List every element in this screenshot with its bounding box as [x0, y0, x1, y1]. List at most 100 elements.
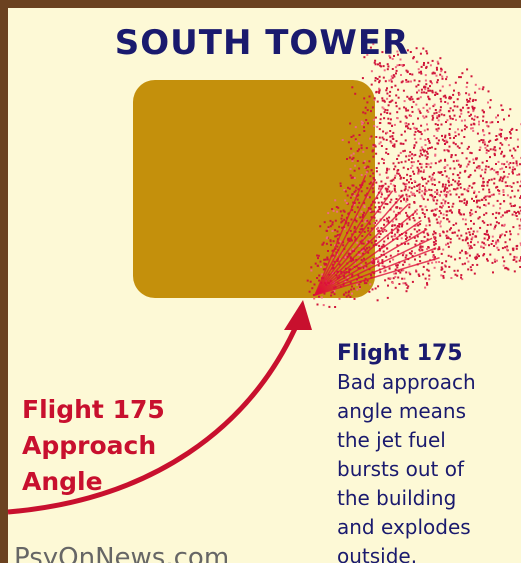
- spray-dot: [349, 168, 352, 170]
- spray-dot: [396, 231, 399, 234]
- spray-dot: [380, 196, 383, 198]
- spray-dot: [377, 162, 380, 165]
- spray-dot: [393, 224, 396, 227]
- spray-dot: [336, 210, 339, 213]
- spray-dot: [509, 185, 512, 187]
- spray-dot: [331, 263, 334, 266]
- spray-dot: [424, 277, 427, 280]
- spray-dot: [467, 145, 470, 148]
- spray-dot: [477, 241, 479, 244]
- spray-dot: [365, 282, 368, 285]
- spray-dot: [356, 288, 359, 291]
- spray-dot: [448, 134, 451, 136]
- spray-dot: [397, 172, 400, 175]
- spray-dot: [512, 172, 514, 175]
- spray-dot: [413, 185, 416, 188]
- spray-dot: [439, 225, 442, 228]
- spray-dot: [383, 219, 386, 222]
- spray-dot: [366, 101, 369, 104]
- spray-dot: [373, 125, 376, 127]
- spray-dot: [339, 240, 342, 243]
- spray-dot: [401, 36, 404, 39]
- spray-dot: [404, 282, 407, 285]
- spray-dot: [420, 91, 423, 94]
- spray-dot: [434, 154, 437, 157]
- spray-dot: [516, 174, 519, 176]
- spray-dot: [427, 87, 430, 90]
- spray-dot: [502, 176, 505, 179]
- spray-dot: [400, 207, 403, 210]
- spray-dot: [408, 206, 411, 209]
- spray-dot: [452, 160, 455, 163]
- spray-dot: [516, 218, 519, 221]
- spray-dot: [434, 213, 437, 216]
- spray-dot: [405, 183, 408, 186]
- spray-dot: [412, 122, 415, 125]
- spray-dot: [355, 186, 358, 189]
- spray-dot: [456, 145, 459, 148]
- spray-dot: [496, 246, 499, 249]
- spray-dot: [380, 201, 383, 204]
- spray-dot: [351, 158, 354, 161]
- spray-dot: [484, 171, 487, 174]
- spray-dot: [366, 187, 369, 190]
- spray-dot: [350, 147, 353, 150]
- spray-dot: [368, 246, 371, 249]
- spray-dot: [512, 182, 515, 185]
- spray-dot: [474, 83, 477, 86]
- spray-dot: [430, 209, 433, 212]
- spray-dot: [382, 138, 385, 141]
- spray-dot: [392, 131, 395, 134]
- spray-dot: [389, 56, 392, 59]
- spray-dot: [444, 158, 446, 161]
- spray-dot: [497, 114, 499, 117]
- spray-dot: [446, 218, 449, 221]
- spray-dot: [387, 219, 390, 222]
- spray-dot: [513, 255, 516, 258]
- spray-dot: [351, 86, 354, 89]
- spray-dot: [318, 279, 321, 282]
- spray-dot: [316, 264, 319, 267]
- spray-dot: [467, 228, 470, 230]
- spray-dot: [400, 81, 403, 84]
- spray-dot: [414, 258, 416, 261]
- spray-dot: [495, 171, 498, 174]
- spray-dot: [360, 259, 363, 261]
- spray-dot: [335, 235, 338, 238]
- spray-dot: [438, 110, 441, 113]
- spray-dot: [429, 85, 431, 88]
- spray-dot: [372, 145, 375, 148]
- spray-dot: [405, 81, 408, 83]
- spray-dot: [384, 80, 387, 83]
- spray-dot: [393, 272, 396, 275]
- spray-dot: [375, 257, 378, 260]
- spray-dot: [467, 260, 470, 263]
- spray-dot: [372, 155, 375, 158]
- spray-dot: [438, 115, 441, 118]
- spray-dot: [470, 209, 473, 212]
- spray-dot: [409, 154, 412, 157]
- spray-dot: [394, 191, 397, 193]
- spray-dot: [460, 129, 463, 132]
- spray-dot: [318, 274, 321, 277]
- spray-dot: [461, 263, 464, 266]
- spray-dot: [363, 211, 365, 214]
- spray-dot: [348, 271, 351, 274]
- spray-dot: [465, 189, 468, 192]
- spray-dot: [456, 182, 459, 185]
- spray-dot: [430, 189, 433, 192]
- spray-dot: [401, 277, 404, 280]
- spray-dot: [369, 175, 372, 178]
- spray-dot: [515, 247, 518, 250]
- spray-dot: [473, 200, 475, 202]
- spray-dot: [390, 86, 393, 89]
- spray-dot: [476, 199, 478, 202]
- spray-dot: [389, 118, 392, 121]
- spray-dot: [372, 176, 375, 179]
- spray-dot: [493, 227, 496, 230]
- spray-dot: [413, 79, 416, 82]
- spray-dot: [387, 153, 390, 155]
- spray-dot: [510, 185, 513, 188]
- spray-dot: [491, 213, 494, 216]
- spray-dot: [493, 169, 496, 172]
